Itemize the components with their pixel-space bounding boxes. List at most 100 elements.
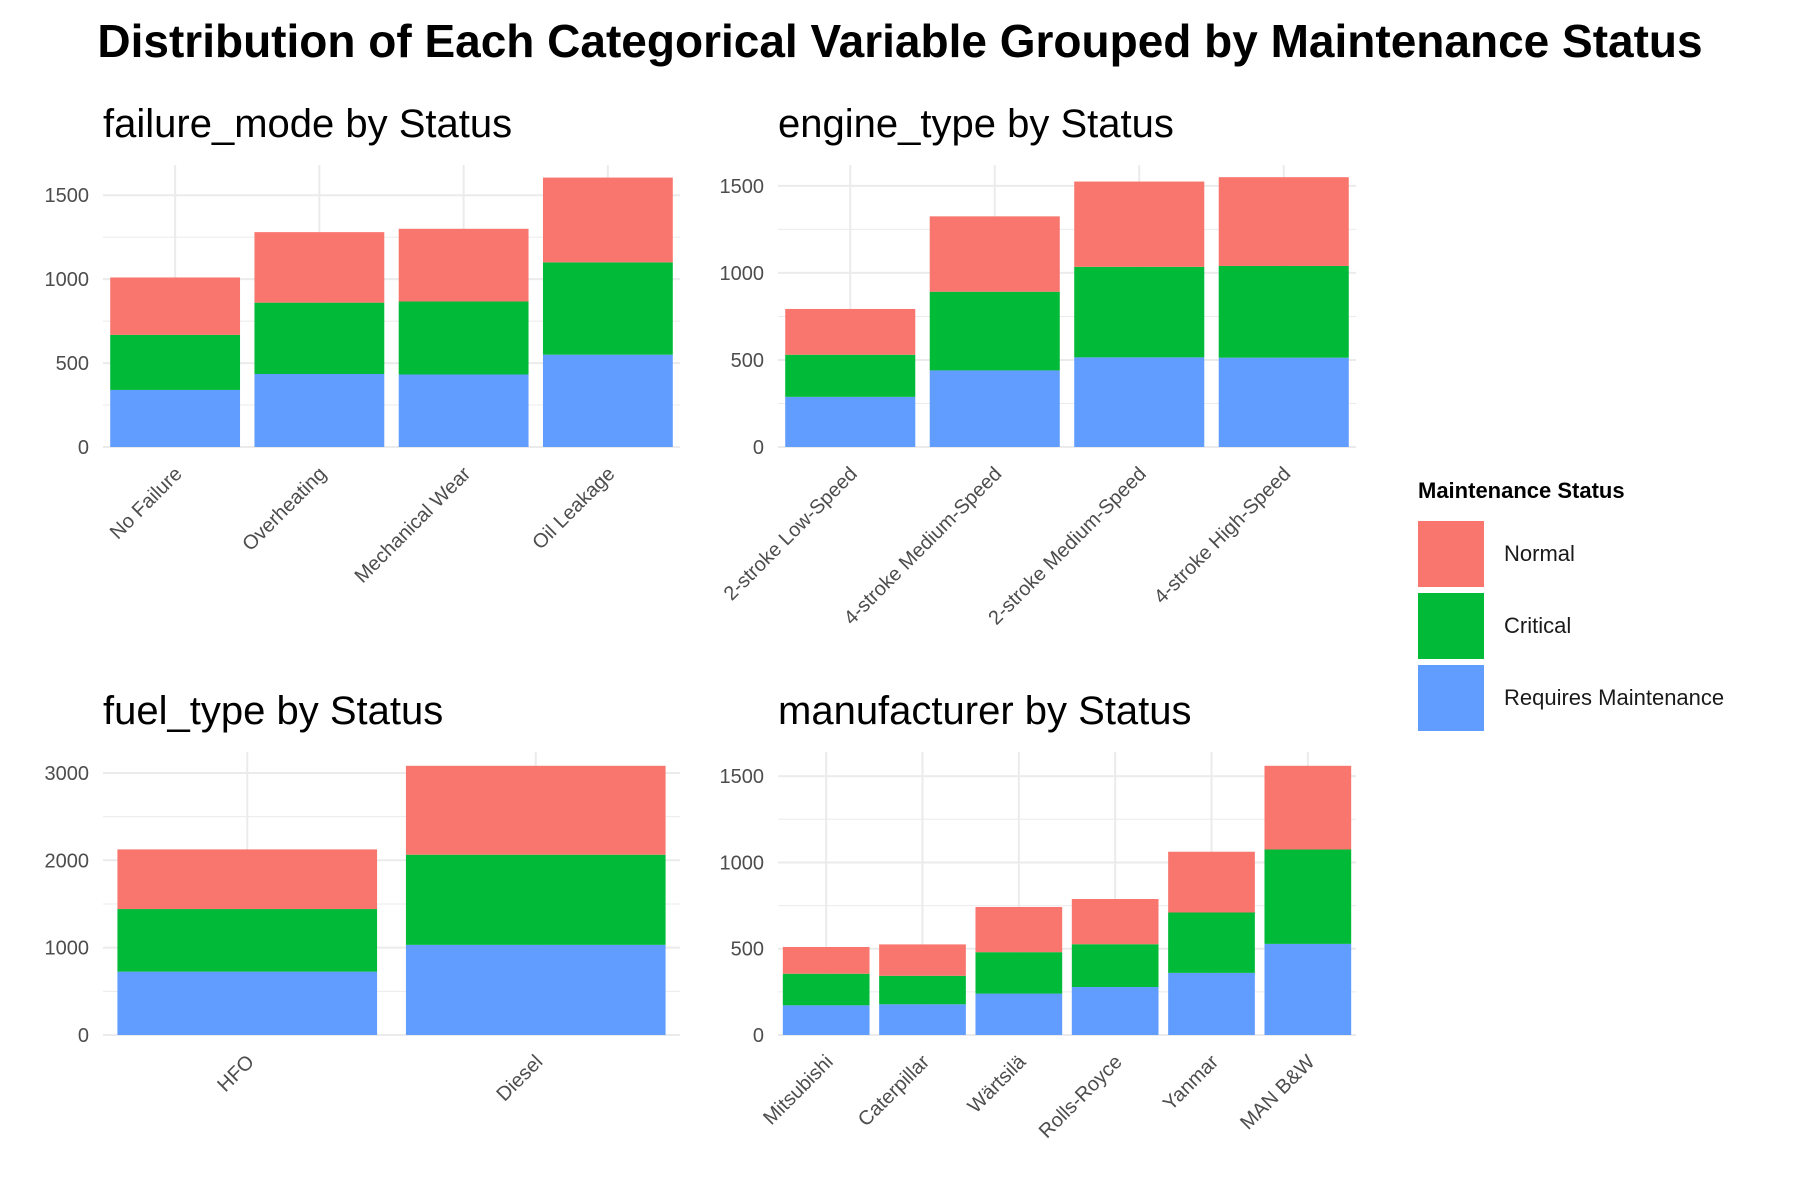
y-tick-label: 2000 (45, 850, 90, 872)
bar-critical-4-stroke-high-speed (1218, 265, 1349, 358)
bar-critical-mechanical-wear (398, 301, 529, 375)
bar-requires-maintenance-mitsubishi (782, 1005, 870, 1035)
x-tick-label: 4-stroke High-Speed (1150, 463, 1295, 608)
panel-failure-mode: failure_mode by Status 0 500 1000 1500 No Fai… (45, 102, 680, 588)
panel-engine-type: engine_type by Status 0 500 1000 1500 2-strok… (720, 102, 1356, 629)
legend-label-normal: Normal (1504, 541, 1575, 566)
bar-requires-maintenance-yanmar (1168, 972, 1255, 1035)
x-tick-label: 2-stroke Medium-Speed (984, 463, 1150, 629)
panel-title: engine_type by Status (778, 102, 1174, 146)
x-tick-label: 2-stroke Low-Speed (720, 463, 862, 605)
bar-critical-caterpillar (879, 975, 966, 1005)
y-tick-label: 500 (56, 353, 89, 375)
bar-requires-maintenance-man-b-w (1264, 943, 1352, 1035)
bar-critical-mitsubishi (782, 973, 870, 1006)
x-tick-label: No Failure (106, 463, 187, 544)
bar-normal-oil-leakage (542, 177, 673, 263)
bar-normal-yanmar (1168, 851, 1255, 913)
bar-normal-mechanical-wear (398, 228, 529, 302)
y-tick-label: 1500 (720, 766, 765, 788)
x-tick-label: Caterpillar (854, 1051, 934, 1131)
bar-normal-diesel (405, 765, 666, 855)
y-tick-label: 3000 (45, 763, 90, 785)
bar-normal-hfo (117, 849, 378, 910)
y-tick-label: 500 (731, 350, 764, 372)
bar-normal-4-stroke-high-speed (1218, 177, 1349, 266)
bar-normal-no-failure (110, 277, 241, 335)
y-tick-label: 1500 (45, 185, 90, 207)
panel-title: fuel_type by Status (103, 689, 443, 733)
bar-requires-maintenance-rolls-royce (1071, 987, 1159, 1035)
bar-critical-hfo (117, 909, 378, 972)
main-title: Distribution of Each Categorical Variabl… (97, 15, 1703, 67)
x-tick-label: Mechanical Wear (351, 463, 476, 588)
bar-requires-maintenance-no-failure (110, 389, 241, 447)
bar-critical-4-stroke-medium-speed (929, 291, 1060, 371)
bar-normal-4-stroke-medium-speed (929, 216, 1060, 292)
legend-swatch-critical (1418, 593, 1484, 659)
y-tick-label: 1000 (720, 852, 765, 874)
bar-critical-no-failure (110, 334, 241, 390)
panel-fuel-type: fuel_type by Status 0 1000 2000 3000 HFO Diese… (45, 689, 680, 1106)
bar-normal-rolls-royce (1071, 899, 1159, 945)
bar-requires-maintenance-mechanical-wear (398, 374, 529, 447)
bar-requires-maintenance-diesel (405, 944, 666, 1035)
x-tick-label: Rolls-Royce (1035, 1051, 1127, 1143)
x-tick-label: Yanmar (1159, 1051, 1223, 1115)
y-tick-label: 1000 (720, 263, 765, 285)
y-tick-label: 1000 (45, 269, 90, 291)
bar-normal-2-stroke-low-speed (785, 308, 916, 355)
x-tick-label: Oil Leakage (528, 463, 619, 554)
x-tick-label: Mitsubishi (759, 1051, 837, 1129)
bar-critical-2-stroke-medium-speed (1074, 266, 1205, 358)
bar-critical-yanmar (1168, 912, 1255, 973)
bar-normal-man-b-w (1264, 765, 1352, 850)
bar-normal-overheating (254, 232, 385, 303)
bar-requires-maintenance-4-stroke-medium-speed (929, 370, 1060, 447)
y-tick-label: 500 (731, 939, 764, 961)
y-tick-label: 0 (78, 437, 89, 459)
y-tick-label: 0 (753, 437, 764, 459)
legend-item-critical: Critical (1418, 590, 1788, 662)
legend-swatch-requires-maintenance (1418, 665, 1484, 731)
bar-critical-rolls-royce (1071, 944, 1159, 988)
legend-label-critical: Critical (1504, 613, 1572, 638)
bar-normal-caterpillar (879, 944, 966, 976)
panel-manufacturer: manufacturer by Status 0 500 1000 1500 Mitsub… (720, 689, 1356, 1143)
x-tick-label: 4-stroke Medium-Speed (840, 463, 1006, 629)
bar-requires-maintenance-hfo (117, 971, 378, 1035)
x-tick-label: HFO (213, 1051, 258, 1096)
bar-requires-maintenance-w-rtsil (975, 993, 1063, 1035)
bar-critical-w-rtsil (975, 952, 1063, 994)
bar-requires-maintenance-4-stroke-high-speed (1218, 357, 1349, 447)
bar-normal-2-stroke-medium-speed (1074, 181, 1205, 267)
y-tick-label: 1000 (45, 938, 90, 960)
legend-swatch-normal (1418, 521, 1484, 587)
y-tick-label: 1500 (720, 176, 765, 198)
x-tick-label: MAN B&W (1236, 1051, 1319, 1134)
legend-title: Maintenance Status (1418, 478, 1625, 503)
y-tick-label: 0 (78, 1025, 89, 1047)
legend: Maintenance Status Normal Critical Requi… (1418, 478, 1788, 734)
bar-critical-oil-leakage (542, 262, 673, 355)
panel-title: manufacturer by Status (778, 689, 1192, 733)
x-tick-label: Overheating (238, 463, 331, 556)
bar-critical-diesel (405, 854, 666, 945)
bar-critical-2-stroke-low-speed (785, 354, 916, 397)
x-tick-label: Wärtsilä (964, 1050, 1031, 1117)
x-tick-label: Diesel (492, 1051, 547, 1106)
bar-requires-maintenance-oil-leakage (542, 354, 673, 447)
panel-title: failure_mode by Status (103, 102, 512, 146)
legend-item-requires-maintenance: Requires Maintenance (1418, 662, 1788, 734)
bar-normal-mitsubishi (782, 946, 870, 974)
legend-label-requires-maintenance: Requires Maintenance (1504, 685, 1725, 710)
legend-item-normal: Normal (1418, 518, 1788, 590)
bar-normal-w-rtsil (975, 906, 1063, 953)
y-tick-label: 0 (753, 1025, 764, 1047)
bar-requires-maintenance-2-stroke-medium-speed (1074, 357, 1205, 447)
bar-critical-man-b-w (1264, 849, 1352, 944)
bar-requires-maintenance-overheating (254, 373, 385, 447)
bar-critical-overheating (254, 302, 385, 374)
bar-requires-maintenance-caterpillar (879, 1004, 966, 1035)
